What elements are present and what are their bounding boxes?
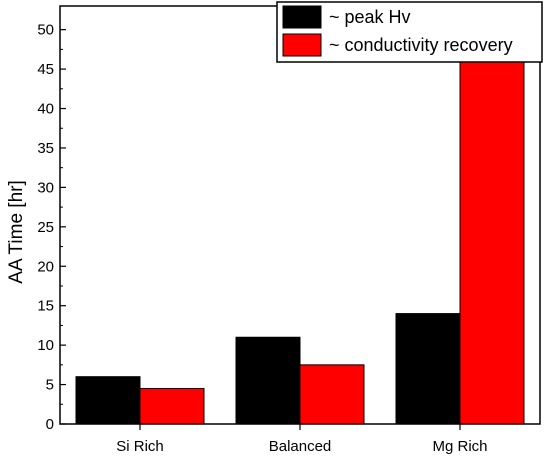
bar-peak-hv <box>75 376 141 425</box>
y-tick-label: 45 <box>37 61 54 78</box>
legend-swatch <box>282 33 322 57</box>
bar-peak-hv <box>235 336 301 425</box>
legend: ~ peak Hv ~ conductivity recovery <box>276 1 543 63</box>
y-tick-label: 30 <box>37 179 54 196</box>
bar-conductivity-recovery <box>299 364 365 425</box>
y-tick-label: 10 <box>37 337 54 354</box>
bars <box>75 44 525 425</box>
y-axis-title: AA Time [hr] <box>6 180 27 283</box>
legend-swatch <box>282 5 322 29</box>
y-tick-label: 15 <box>37 298 54 315</box>
y-tick-label: 40 <box>37 101 54 118</box>
bar-peak-hv <box>395 313 461 425</box>
y-tick-label: 50 <box>37 22 54 39</box>
y-tick-label: 25 <box>37 219 54 236</box>
y-tick-label: 0 <box>46 416 54 433</box>
y-axis: 0 5 10 15 20 25 30 35 40 45 50 <box>37 22 66 433</box>
y-tick-label: 5 <box>46 377 54 394</box>
bar-conductivity-recovery <box>139 388 205 425</box>
x-tick-label: Mg Rich <box>432 438 487 455</box>
y-tick-label: 20 <box>37 258 54 275</box>
x-axis: Si Rich Balanced Mg Rich <box>116 424 488 455</box>
legend-label: ~ peak Hv <box>329 7 411 27</box>
bar-conductivity-recovery <box>459 44 525 425</box>
x-tick-label: Si Rich <box>116 438 164 455</box>
y-tick-label: 35 <box>37 140 54 157</box>
legend-label: ~ conductivity recovery <box>329 35 513 55</box>
x-tick-label: Balanced <box>269 438 332 455</box>
